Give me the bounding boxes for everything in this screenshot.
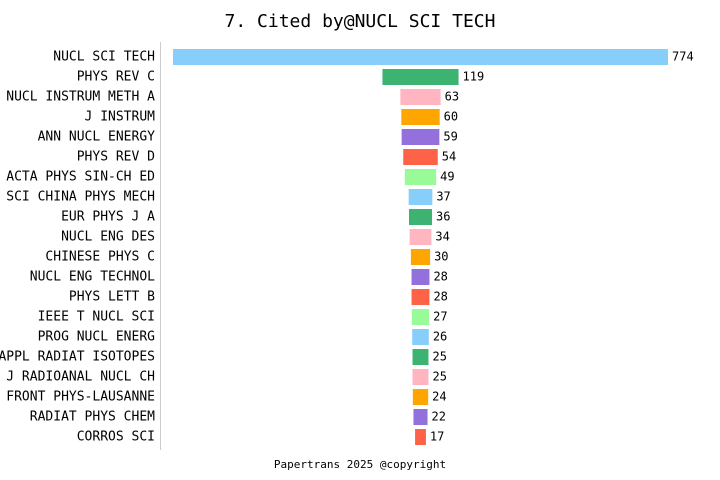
value-label: 24 — [432, 390, 446, 404]
value-label: 25 — [432, 350, 446, 364]
bar — [415, 429, 426, 445]
y-tick-label: FRONT PHYS-LAUSANNE — [6, 390, 155, 405]
y-tick-label: PROG NUCL ENERG — [38, 330, 156, 345]
y-tick-label: PHYS REV D — [77, 150, 155, 165]
y-tick-label: CHINESE PHYS C — [45, 250, 155, 265]
bar — [410, 249, 431, 265]
y-tick-label: SCI CHINA PHYS MECH — [6, 190, 155, 205]
y-tick-label: J INSTRUM — [85, 110, 156, 125]
footer: Papertrans 2025 @copyright — [274, 458, 446, 471]
bar — [413, 409, 428, 425]
value-label: 49 — [440, 170, 454, 184]
value-label: 28 — [433, 270, 447, 284]
value-label: 22 — [432, 410, 446, 424]
bar — [411, 309, 430, 325]
bar — [412, 329, 429, 345]
value-label: 26 — [433, 330, 447, 344]
y-tick-label: ACTA PHYS SIN-CH ED — [6, 170, 155, 185]
y-tick-label: NUCL SCI TECH — [53, 50, 155, 65]
y-tick-label: PHYS REV C — [77, 70, 155, 85]
y-tick-label: NUCL ENG TECHNOL — [30, 270, 155, 285]
value-label: 37 — [436, 190, 450, 204]
value-label: 17 — [430, 430, 444, 444]
y-tick-label: APPL RADIAT ISOTOPES — [0, 350, 155, 365]
value-label: 60 — [444, 110, 458, 124]
y-tick-label: CORROS SCI — [77, 430, 155, 445]
value-label: 54 — [442, 150, 456, 164]
y-tick-label: NUCL ENG DES — [61, 230, 155, 245]
bar — [409, 229, 432, 245]
bar — [412, 349, 429, 365]
bar — [403, 149, 438, 165]
value-label: 25 — [432, 370, 446, 384]
bar — [400, 89, 441, 105]
chart-title: 7. Cited by@NUCL SCI TECH — [225, 11, 496, 32]
y-tick-label: RADIAT PHYS CHEM — [30, 410, 155, 425]
value-label: 59 — [443, 130, 457, 144]
bar — [412, 369, 429, 385]
y-tick-label: EUR PHYS J A — [61, 210, 155, 225]
y-tick-label: J RADIOANAL NUCL CH — [6, 370, 155, 385]
value-label: 28 — [433, 290, 447, 304]
y-tick-label: ANN NUCL ENERGY — [38, 130, 156, 145]
bar — [408, 189, 433, 205]
bar — [404, 169, 437, 185]
bar — [408, 209, 433, 225]
value-label: 27 — [433, 310, 447, 324]
value-label: 774 — [672, 50, 694, 64]
bar — [382, 69, 459, 85]
bar — [412, 389, 429, 405]
value-label: 119 — [463, 70, 485, 84]
value-label: 63 — [445, 90, 459, 104]
bar — [173, 49, 668, 65]
value-label: 36 — [436, 210, 450, 224]
y-tick-label: IEEE T NUCL SCI — [38, 310, 155, 325]
bar — [401, 129, 440, 145]
y-tick-label: NUCL INSTRUM METH A — [6, 90, 155, 105]
y-tick-label: PHYS LETT B — [69, 290, 155, 305]
bar — [411, 269, 430, 285]
bar — [411, 289, 430, 305]
value-label: 30 — [434, 250, 448, 264]
bar — [401, 109, 440, 125]
value-label: 34 — [435, 230, 449, 244]
